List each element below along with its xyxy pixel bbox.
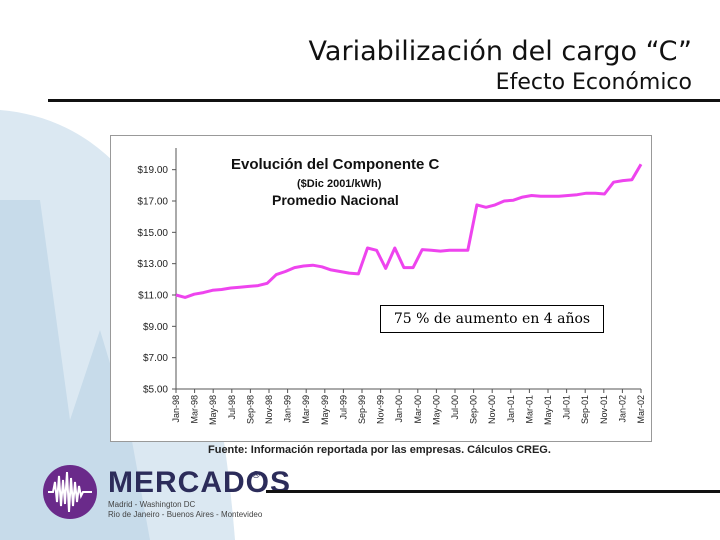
x-tick-label: Jan-01 <box>506 395 516 423</box>
x-tick-label: Nov-01 <box>599 395 609 424</box>
x-tick-label: Jan-99 <box>283 395 293 423</box>
x-tick-label: Sep-98 <box>245 395 255 424</box>
x-tick-label: May-99 <box>320 395 330 425</box>
series-line <box>175 163 643 299</box>
x-tick-label: Mar-00 <box>413 395 423 424</box>
x-tick-label: Sep-99 <box>357 395 367 424</box>
x-tick-label: Jul-00 <box>450 395 460 420</box>
footer-rule <box>266 490 720 493</box>
y-tick-label: $19.00 <box>137 165 168 176</box>
slide-subtitle: Efecto Económico <box>495 70 692 95</box>
y-tick-label: $7.00 <box>143 353 168 364</box>
x-tick-label: Sep-01 <box>580 395 590 424</box>
chart-title: Evolución del Componente C <box>231 156 440 173</box>
x-tick-label: Jan-98 <box>171 395 181 423</box>
x-axis: Jan-98 Mar-98 May-98 Jul-98 Sep-98 Nov-98 Jan-… <box>171 388 646 425</box>
x-tick-label: Nov-99 <box>376 395 386 424</box>
logo-registered-mark: ® <box>251 470 261 481</box>
y-tick-label: $5.00 <box>143 385 168 396</box>
x-tick-label: Mar-01 <box>524 395 534 424</box>
title-rule <box>48 99 720 102</box>
x-tick-label: Mar-98 <box>190 395 200 424</box>
logo-cities-line-2: Rio de Janeiro - Buenos Aires - Montevid… <box>108 510 263 519</box>
x-tick-label: Nov-00 <box>487 395 497 424</box>
source-note: Fuente: Información reportada por las em… <box>208 444 551 456</box>
slide-title: Variabilización del cargo “C” <box>308 36 692 67</box>
line-chart: $5.00 $7.00 $9.00 $11.00 $13.00 $15.00 $17.00 $… <box>137 148 646 425</box>
chart-subtitle-2: Promedio Nacional <box>272 192 399 208</box>
x-tick-label: Jul-98 <box>227 395 237 420</box>
y-tick-label: $17.00 <box>137 197 168 208</box>
x-tick-label: Jul-99 <box>338 395 348 420</box>
series-group <box>175 163 643 299</box>
x-tick-label: Mar-02 <box>636 395 646 424</box>
y-tick-label: $9.00 <box>143 322 168 333</box>
x-tick-label: May-98 <box>208 395 218 425</box>
x-tick-label: Sep-00 <box>469 395 479 424</box>
y-tick-label: $15.00 <box>137 228 168 239</box>
x-tick-label: Mar-99 <box>301 395 311 424</box>
x-tick-label: Jul-01 <box>562 395 572 420</box>
increase-annotation: 75 % de aumento en 4 años <box>380 305 604 333</box>
x-tick-label: Nov-98 <box>264 395 274 424</box>
y-tick-label: $13.00 <box>137 259 168 270</box>
logo-cities-line-1: Madrid - Washington DC <box>108 500 196 509</box>
x-tick-label: May-00 <box>431 395 441 425</box>
y-axis: $5.00 $7.00 $9.00 $11.00 $13.00 $15.00 $17.00 $… <box>137 148 177 396</box>
x-tick-label: May-01 <box>543 395 553 425</box>
y-tick-label: $11.00 <box>138 291 168 302</box>
chart-subtitle: ($Dic 2001/kWh) <box>297 178 382 190</box>
chart-frame: $5.00 $7.00 $9.00 $11.00 $13.00 $15.00 $17.00 $… <box>110 135 652 442</box>
x-tick-label: Jan-00 <box>394 395 404 423</box>
logo-wordmark: MERCADOS <box>108 466 292 499</box>
x-tick-label: Jan-02 <box>617 395 627 423</box>
mercados-logo-icon <box>43 465 97 519</box>
